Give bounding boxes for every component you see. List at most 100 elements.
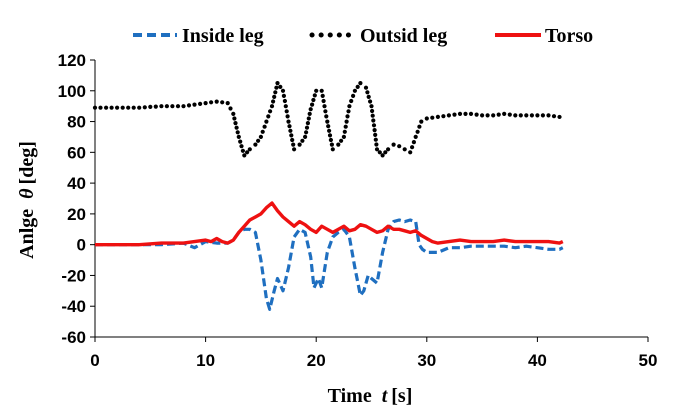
series-point-outsid-leg	[411, 140, 416, 145]
series-point-outsid-leg	[366, 94, 371, 99]
series-point-outsid-leg	[368, 99, 373, 104]
series-point-outsid-leg	[391, 142, 396, 147]
x-tick-label: 20	[307, 351, 326, 370]
series-point-outsid-leg	[170, 104, 175, 109]
series-point-outsid-leg	[347, 104, 352, 109]
series-layer	[92, 81, 564, 311]
series-point-outsid-leg	[326, 124, 331, 129]
y-tick-label: 40	[67, 174, 86, 193]
y-tick-label: 100	[58, 82, 86, 101]
series-point-outsid-leg	[371, 123, 377, 128]
series-point-outsid-leg	[557, 114, 562, 120]
series-point-outsid-leg	[330, 147, 335, 152]
series-point-outsid-leg	[109, 105, 114, 110]
series-point-outsid-leg	[373, 137, 378, 142]
series-point-outsid-leg	[457, 111, 463, 116]
series-point-outsid-leg	[104, 105, 109, 110]
series-point-outsid-leg	[463, 111, 468, 116]
series-point-outsid-leg	[297, 142, 302, 147]
y-tick-label: 80	[67, 113, 86, 132]
series-point-outsid-leg	[342, 129, 347, 134]
series-point-outsid-leg	[220, 100, 225, 105]
series-point-outsid-leg	[274, 85, 279, 90]
series-point-outsid-leg	[282, 98, 287, 104]
series-point-outsid-leg	[308, 107, 313, 112]
series-point-outsid-leg	[430, 115, 435, 120]
series-point-outsid-leg	[349, 98, 354, 104]
series-point-outsid-leg	[181, 104, 186, 109]
series-point-outsid-leg	[209, 100, 214, 105]
legend-label-torso: Torso	[545, 25, 593, 47]
series-point-outsid-leg	[289, 133, 294, 138]
series-point-outsid-leg	[269, 104, 275, 109]
series-point-outsid-leg	[275, 81, 280, 86]
series-outsid-leg	[92, 81, 562, 158]
y-tick-label: 60	[67, 143, 86, 162]
series-point-outsid-leg	[446, 113, 451, 118]
series-point-outsid-leg	[386, 147, 391, 152]
series-point-outsid-leg	[355, 84, 360, 89]
series-point-outsid-leg	[300, 138, 305, 143]
series-point-outsid-leg	[307, 111, 312, 116]
series-point-outsid-leg	[271, 99, 276, 104]
series-point-outsid-leg	[272, 94, 277, 99]
series-point-outsid-leg	[540, 113, 546, 118]
series-point-outsid-leg	[383, 150, 388, 155]
series-point-outsid-leg	[322, 104, 327, 109]
series-point-outsid-leg	[408, 150, 413, 155]
series-point-outsid-leg	[485, 113, 490, 118]
series-point-outsid-leg	[232, 116, 237, 121]
series-point-outsid-leg	[468, 111, 474, 116]
series-point-outsid-leg	[323, 109, 328, 114]
y-axis-title: Anlgeθ[deg]	[16, 141, 38, 259]
series-point-outsid-leg	[344, 119, 349, 124]
series-point-outsid-leg	[258, 134, 263, 139]
series-point-outsid-leg	[159, 104, 164, 109]
y-tick-label: 0	[77, 236, 86, 255]
series-point-outsid-leg	[311, 97, 316, 103]
series-point-outsid-leg	[358, 81, 363, 86]
y-tick-label: -60	[61, 328, 86, 347]
series-point-outsid-leg	[351, 93, 356, 98]
series-point-outsid-leg	[186, 103, 192, 108]
series-point-outsid-leg	[264, 119, 269, 124]
series-point-outsid-leg	[435, 114, 440, 119]
series-point-outsid-leg	[115, 105, 120, 110]
series-point-outsid-leg	[370, 113, 375, 118]
series-point-outsid-leg	[253, 142, 258, 147]
series-point-outsid-leg	[551, 114, 557, 119]
legend-item-inside-leg: Inside leg	[133, 25, 264, 47]
series-point-outsid-leg	[513, 113, 518, 118]
series-point-outsid-leg	[305, 121, 310, 126]
x-axis-title: Time t [s]	[328, 385, 413, 407]
series-point-outsid-leg	[365, 90, 370, 95]
series-point-outsid-leg	[238, 139, 243, 144]
y-tick-label: -20	[61, 266, 86, 285]
series-point-outsid-leg	[126, 105, 131, 110]
series-point-outsid-leg	[192, 102, 197, 107]
series-point-outsid-leg	[346, 109, 351, 114]
series-point-outsid-leg	[245, 150, 250, 155]
y-axis: -60 -40 -20 0 20 40 60 80 100 120	[58, 51, 96, 347]
series-point-outsid-leg	[304, 130, 309, 135]
legend-item-torso: Torso	[495, 25, 593, 47]
series-point-outsid-leg	[198, 101, 203, 106]
series-point-outsid-leg	[336, 142, 341, 147]
series-point-outsid-leg	[424, 116, 429, 121]
series-point-outsid-leg	[327, 133, 333, 138]
series-point-outsid-leg	[234, 125, 239, 130]
series-point-outsid-leg	[441, 114, 446, 119]
series-point-outsid-leg	[286, 119, 291, 124]
legend: Inside leg Outsid leg Torso	[133, 25, 593, 47]
series-point-outsid-leg	[413, 134, 418, 139]
series-point-outsid-leg	[225, 101, 230, 106]
x-tick-label: 40	[528, 351, 547, 370]
series-point-outsid-leg	[345, 114, 350, 119]
series-point-outsid-leg	[285, 114, 290, 119]
series-point-outsid-leg	[203, 101, 208, 106]
series-point-outsid-leg	[480, 113, 485, 118]
series-point-outsid-leg	[153, 104, 158, 109]
series-point-outsid-leg	[137, 105, 142, 110]
series-point-outsid-leg	[328, 137, 333, 143]
